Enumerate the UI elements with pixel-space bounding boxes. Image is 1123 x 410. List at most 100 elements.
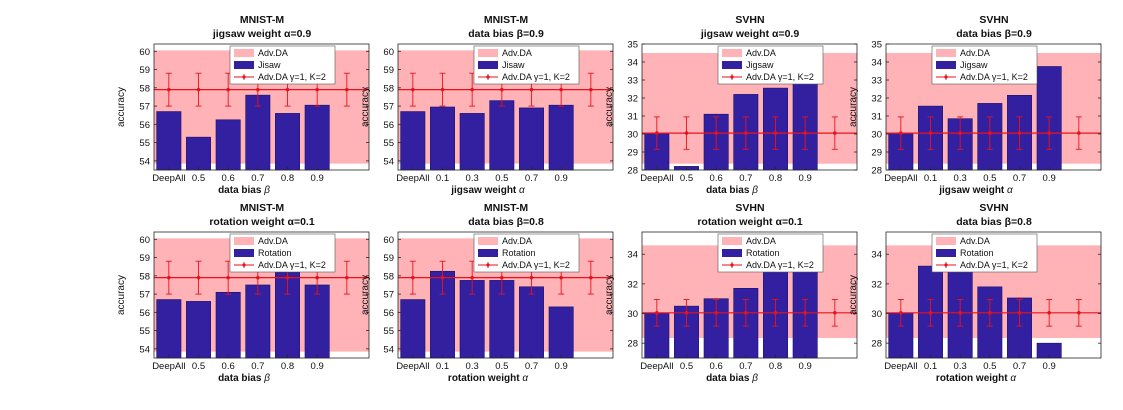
x-tick-label: 0.1 [924, 361, 937, 372]
y-tick-label: 28 [627, 166, 638, 177]
subtitle-param: α=0.9 [772, 28, 799, 40]
legend-swatch-bar [722, 249, 742, 257]
legend-label-bar: Rotation [746, 248, 780, 258]
x-tick-label: 0.9 [555, 173, 568, 184]
x-tick-label: 0.5 [495, 361, 508, 372]
legend-label-band: Adv.DA [746, 48, 776, 58]
legend-swatch-band [722, 237, 742, 245]
legend-label-ref: Adv.DA γ=1, K=2 [502, 260, 570, 270]
ref-marker [226, 87, 230, 92]
x-axis-symbol: β [751, 185, 758, 196]
subtitle-text: data bias [468, 28, 516, 40]
ref-marker [928, 131, 933, 135]
x-tick-label: 0.5 [983, 361, 996, 372]
subplot-5: 54 55 56 57 58 59 60 DeepAll 0.5 0.6 0.7 0.8 0.9 data… [116, 202, 370, 384]
ref-marker [744, 131, 748, 135]
x-tick-label: 0.7 [739, 173, 752, 184]
subplot-subtitle: data bias β=0.8 [468, 216, 544, 228]
legend: Adv.DA Rotation Adv.DA γ=1, K=2 [717, 233, 824, 273]
ref-marker [1047, 131, 1051, 135]
subplot-title: MNIST-M [240, 202, 285, 214]
legend-swatch-bar [234, 61, 254, 69]
x-axis-symbol: β [263, 373, 270, 384]
x-tick-label: DeepAll [640, 361, 673, 372]
bar-0.6 [215, 291, 241, 359]
y-tick-label: 32 [627, 279, 638, 290]
x-tick-label: DeepAll [884, 173, 917, 184]
ref-marker [1077, 310, 1081, 315]
y-axis-label: accuracy [360, 87, 371, 127]
subplot-6: 54 55 56 57 58 59 60 DeepAll 0.1 0.3 0.5 0.7 0.9 rota… [360, 202, 614, 384]
legend-label-band: Adv.DA [258, 48, 288, 58]
y-tick-label: 32 [871, 279, 882, 290]
x-tick-label: 0.7 [739, 361, 752, 372]
subplot-title: SVHN [979, 14, 1008, 26]
y-tick-label: 58 [383, 271, 394, 282]
x-tick-label: 0.5 [192, 173, 205, 184]
bar-0.5 [186, 301, 211, 359]
subtitle-param: α=0.9 [284, 28, 311, 40]
subplot-subtitle: rotation weight α=0.1 [697, 216, 803, 228]
y-tick-label: 59 [139, 253, 150, 264]
subtitle-param: α=0.1 [775, 216, 802, 228]
x-tick-label: 0.9 [799, 361, 812, 372]
legend-swatch-dot [486, 75, 490, 79]
x-tick-label: 0.7 [525, 173, 538, 184]
y-tick-label: 54 [383, 156, 394, 167]
bar-0.8 [275, 113, 300, 171]
y-axis-label: accuracy [604, 275, 615, 315]
x-axis-label-text: rotation weight [936, 373, 1010, 384]
subplot-8: 28 30 32 34 DeepAll 0.1 0.3 0.5 0.7 0.9 rotation w… [848, 202, 1102, 384]
x-tick-label: 0.9 [311, 173, 324, 184]
x-tick-label: 0.7 [251, 173, 264, 184]
x-tick-label: 0.9 [311, 361, 324, 372]
y-tick-label: 34 [871, 250, 882, 261]
ref-marker [988, 310, 992, 315]
bar-0.6 [215, 119, 241, 171]
legend-swatch-band [722, 49, 742, 57]
y-tick-label: 58 [139, 271, 150, 282]
y-tick-label: 33 [871, 76, 882, 87]
y-tick-label: 34 [627, 250, 638, 261]
bar-0.9 [548, 306, 574, 359]
x-tick-label: DeepAll [152, 173, 185, 184]
axes-box [885, 43, 1102, 171]
y-tick-label: 57 [383, 102, 394, 113]
ref-marker [529, 87, 534, 92]
y-axis-label: accuracy [116, 275, 127, 315]
ref-marker [833, 310, 837, 315]
legend-swatch-bar [722, 61, 742, 69]
y-axis-label: accuracy [360, 275, 371, 315]
bar-0.7 [519, 107, 544, 171]
legend-label-bar: Jigsaw [960, 60, 988, 70]
ref-marker [773, 131, 778, 135]
ref-marker [500, 275, 504, 280]
ref-marker [500, 87, 504, 92]
legend: Adv.DA Jisaw Adv.DA γ=1, K=2 [229, 45, 336, 85]
x-axis-label-text: data bias [218, 185, 264, 196]
legend-swatch-band [478, 49, 498, 57]
legend-swatch-dot [944, 75, 948, 79]
ref-marker [899, 131, 903, 135]
bar-0.9 [304, 284, 330, 359]
y-tick-label: 56 [139, 308, 150, 319]
x-tick-label: 0.8 [281, 361, 294, 372]
subtitle-param: β=0.9 [517, 28, 544, 40]
y-tick-label: 29 [627, 148, 638, 159]
ref-marker [988, 131, 992, 135]
legend-label-bar: Rotation [502, 248, 536, 258]
ref-marker [803, 310, 807, 315]
x-tick-label: 0.6 [710, 173, 723, 184]
subplot-3: 28 29 30 31 32 33 34 35 DeepAll 0.5 0.6 0.7 0.8 0.9 da… [604, 14, 858, 196]
y-tick-label: 28 [871, 166, 882, 177]
axes-box [153, 231, 370, 359]
ref-marker [958, 310, 962, 315]
legend: Adv.DA Rotation Adv.DA γ=1, K=2 [473, 233, 580, 273]
bar-DeepAll [400, 111, 426, 171]
legend-label-bar: Jigsaw [746, 60, 774, 70]
subtitle-text: data bias [956, 216, 1004, 228]
ref-marker [226, 275, 230, 280]
bar-DeepAll [156, 299, 182, 359]
x-axis-symbol: α [519, 185, 525, 196]
